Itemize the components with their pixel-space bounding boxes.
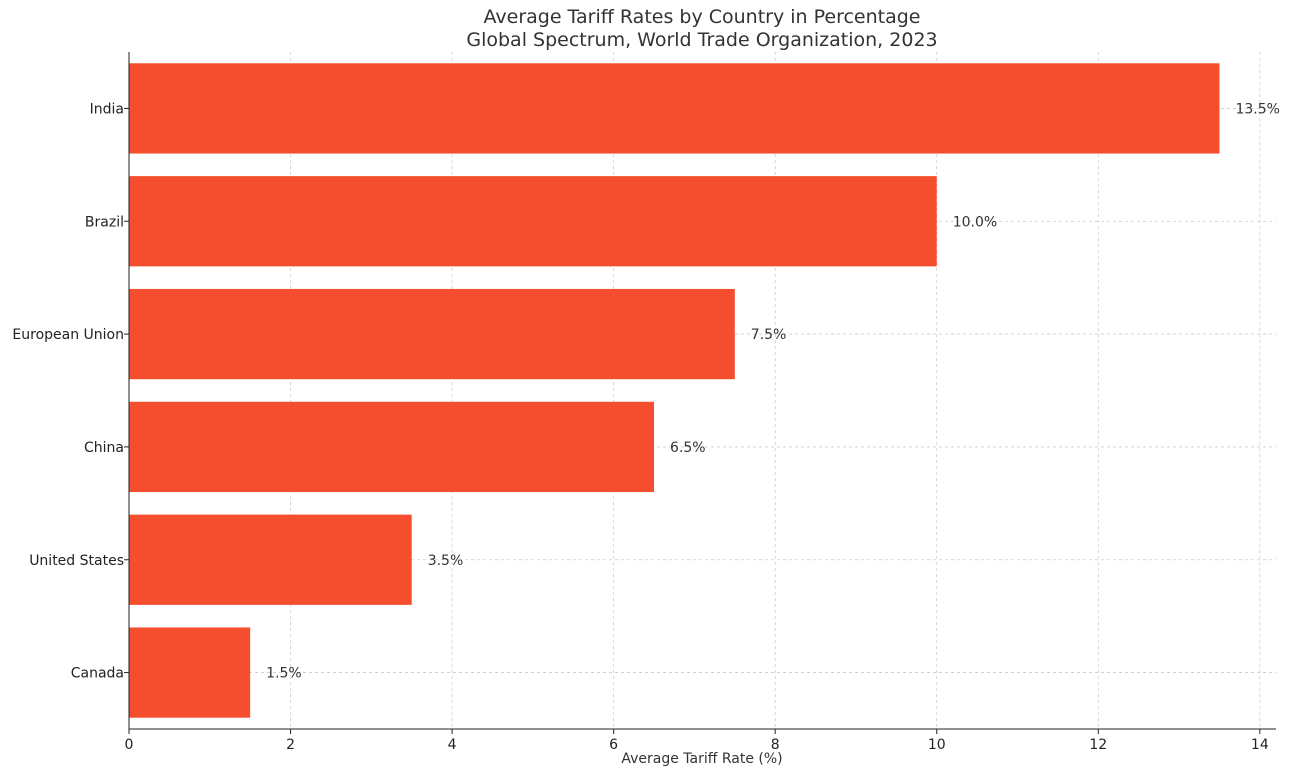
x-tick-label: 12 [1089,737,1107,753]
x-tick-label: 14 [1251,737,1269,753]
y-tick-label: China [84,440,124,456]
x-tick-label: 10 [928,737,946,753]
bar [129,288,735,380]
x-tick-label: 0 [125,737,134,753]
y-tick-label: Brazil [85,214,124,230]
bar-value-label: 10.0% [953,214,997,230]
bar-value-label: 6.5% [670,440,706,456]
bar-value-label: 7.5% [751,327,787,343]
axes: 0 2 4 6 8 10 12 14 India Brazil European Union Chin… [12,52,1276,753]
x-tick-label: 2 [286,737,295,753]
chart-subtitle: Global Spectrum, World Trade Organizatio… [466,29,937,51]
chart-title: Average Tariff Rates by Country in Perce… [484,6,921,28]
y-tick-label: United States [29,553,124,569]
y-tick-label: Canada [71,666,124,682]
bar [129,401,655,493]
bar [129,627,251,718]
x-tick-label: 8 [771,737,780,753]
bar-value-label: 13.5% [1235,101,1279,117]
x-axis-label: Average Tariff Rate (%) [621,751,782,767]
bar [129,63,1220,154]
bar [129,514,412,605]
x-tick-label: 4 [448,737,457,753]
bars [129,63,1220,718]
y-tick-label: India [90,101,124,117]
y-tick-label: European Union [12,327,124,343]
data-labels: 13.5% 10.0% 7.5% 6.5% 3.5% 1.5% [266,101,1280,681]
bar-value-label: 3.5% [428,553,464,569]
x-tick-label: 6 [609,737,618,753]
bar-value-label: 1.5% [266,666,302,682]
bar [129,176,937,267]
